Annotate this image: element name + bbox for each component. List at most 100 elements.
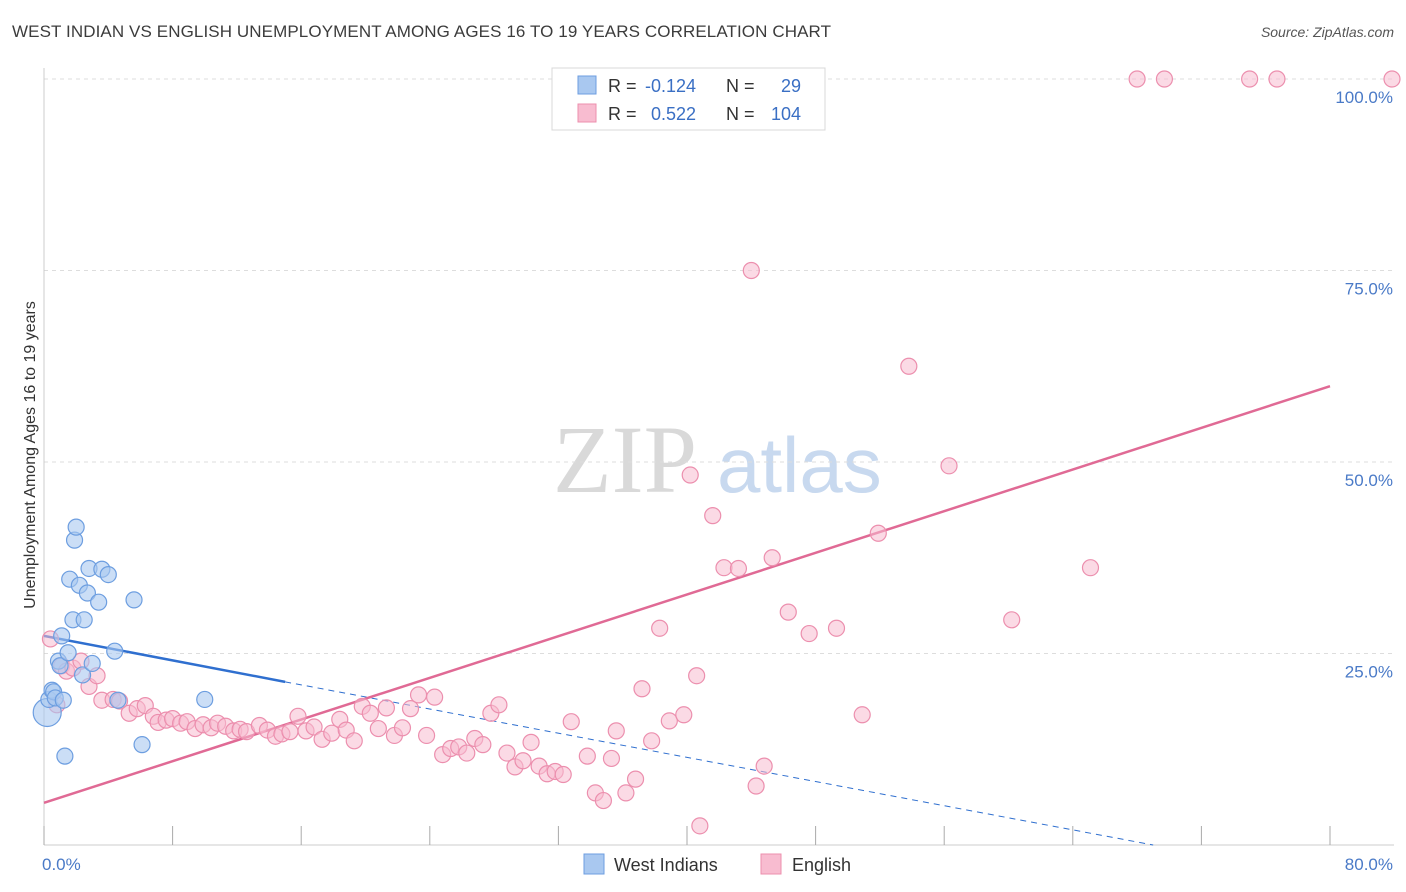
english-point-75 — [633, 680, 651, 698]
west-indians-point-6 — [51, 657, 69, 675]
legend-swatch-english — [577, 103, 597, 123]
english-point-88 — [763, 549, 781, 567]
english-point-73 — [617, 784, 635, 802]
west-indians-point-24 — [106, 642, 124, 660]
legend-r-value-2: 0.522 — [651, 104, 696, 124]
west-indians-point-25 — [109, 691, 127, 709]
west-indians-point-27 — [133, 736, 151, 754]
english-point-33 — [289, 707, 307, 725]
english-point-59 — [498, 744, 516, 762]
x-tick-label-start: 0.0% — [42, 855, 81, 874]
west-indians-point-7 — [53, 627, 71, 645]
english-point-76 — [643, 732, 661, 750]
english-point-85 — [729, 559, 748, 578]
legend-r-label-1: R = — [608, 76, 637, 96]
english-point-44 — [377, 699, 395, 717]
english-point-70 — [594, 791, 613, 810]
english-point-72 — [607, 722, 625, 740]
x-tick-labels: 0.0% 80.0% — [42, 855, 1393, 874]
chart-source: Source: ZipAtlas.com — [1260, 24, 1394, 40]
bottom-legend: West Indians English — [583, 853, 851, 875]
west-indians-point-21 — [90, 593, 108, 611]
english-point-50 — [426, 688, 444, 706]
english-point-46 — [393, 719, 412, 737]
english-point-86 — [747, 777, 765, 795]
english-point-82 — [691, 817, 709, 835]
english-point-99 — [1128, 70, 1146, 88]
english-point-67 — [562, 713, 580, 731]
y-tick-labels: 25.0% 50.0% 75.0% 100.0% — [1335, 88, 1393, 682]
y-tick-label-1: 50.0% — [1345, 471, 1393, 490]
legend-box — [551, 67, 826, 131]
english-point-81 — [688, 667, 706, 685]
english-point-42 — [361, 704, 379, 722]
y-tick-label-2: 75.0% — [1345, 280, 1393, 299]
west-indians-trend-extension — [285, 681, 1154, 846]
english-point-74 — [626, 770, 645, 788]
west-indians-point-26 — [125, 591, 143, 609]
legend-n-value-2: 104 — [771, 104, 801, 124]
english-point-80 — [681, 466, 699, 484]
legend-swatch-west-indians — [577, 75, 597, 95]
english-point-40 — [345, 732, 363, 750]
bottom-legend-west-indians: West Indians — [614, 855, 718, 875]
english-point-95 — [940, 457, 958, 475]
legend-n-label-1: N = — [726, 76, 755, 96]
west-indians-point-20 — [83, 654, 101, 673]
english-point-77 — [651, 619, 669, 637]
west-indians-point-18 — [78, 584, 97, 602]
west-indians-point-10 — [59, 644, 77, 662]
english-point-43 — [369, 719, 387, 738]
bottom-legend-swatch-west-indians — [583, 853, 605, 875]
english-point-56 — [474, 736, 492, 754]
english-point-35 — [305, 718, 323, 736]
west-indians-trend-line — [43, 634, 286, 684]
english-point-68 — [578, 747, 596, 765]
legend-n-value-1: 29 — [781, 76, 801, 96]
english-point-101 — [1241, 70, 1259, 88]
english-point-92 — [853, 706, 871, 724]
west-indians-point-8 — [54, 691, 72, 709]
legend-r-label-2: R = — [608, 104, 637, 124]
english-point-61 — [514, 752, 532, 770]
data-points — [32, 70, 1401, 835]
west-indians-point-14 — [67, 518, 85, 536]
english-point-83 — [704, 507, 722, 525]
english-point-58 — [490, 696, 508, 714]
english-point-32 — [281, 723, 299, 741]
english-point-87 — [755, 757, 773, 775]
english-point-94 — [900, 357, 918, 375]
english-point-90 — [800, 624, 818, 643]
west-indians-point-17 — [75, 611, 93, 629]
x-tick-label-end: 80.0% — [1345, 855, 1393, 874]
y-tick-label-3: 100.0% — [1335, 88, 1393, 107]
english-point-47 — [401, 700, 420, 718]
english-point-66 — [554, 765, 572, 784]
west-indians-point-23 — [99, 566, 117, 584]
english-point-79 — [675, 706, 693, 724]
y-tick-label-0: 25.0% — [1345, 663, 1393, 682]
legend-r-value-1: -0.124 — [645, 76, 696, 96]
west-indians-point-16 — [73, 666, 92, 684]
english-point-91 — [827, 619, 846, 637]
english-point-89 — [779, 603, 797, 621]
english-point-84 — [715, 559, 733, 577]
chart-title: WEST INDIAN VS ENGLISH UNEMPLOYMENT AMON… — [12, 22, 832, 41]
english-point-102 — [1268, 70, 1286, 88]
english-point-62 — [522, 733, 540, 751]
english-point-97 — [1081, 559, 1100, 577]
english-point-48 — [409, 686, 428, 704]
legend: R = -0.124 N = 29 R = 0.522 N = 104 — [551, 67, 826, 131]
bottom-legend-swatch-english — [760, 853, 782, 875]
english-point-54 — [458, 744, 476, 762]
english-point-103 — [1383, 70, 1401, 88]
english-point-96 — [1003, 611, 1021, 629]
bottom-legend-english: English — [792, 855, 851, 875]
west-indians-point-9 — [56, 747, 74, 765]
y-axis-label: Unemployment Among Ages 16 to 19 years — [22, 301, 39, 609]
english-point-98 — [742, 261, 760, 280]
watermark-atlas: atlas — [717, 421, 882, 509]
english-point-78 — [660, 712, 678, 730]
english-point-49 — [417, 726, 436, 745]
